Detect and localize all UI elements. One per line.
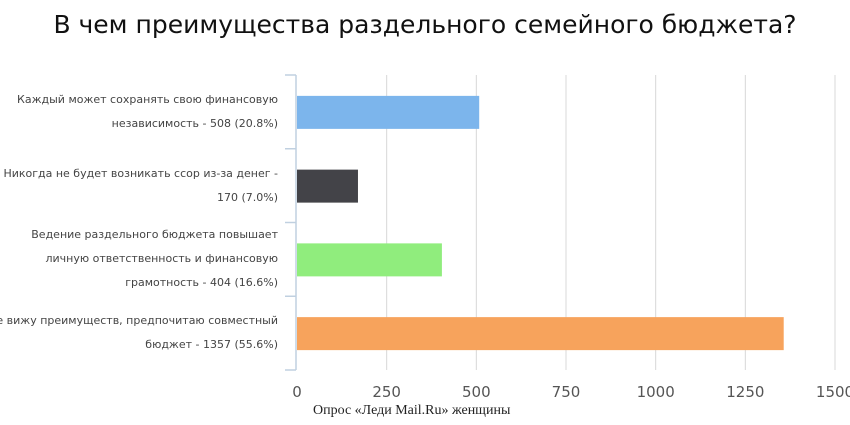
x-tick-label: 250 [372, 383, 401, 401]
category-label: Не вижу преимуществ, предпочитаю совмест… [0, 314, 278, 352]
bar [297, 169, 358, 203]
category-label: Ведение раздельного бюджета повышает лич… [31, 228, 278, 290]
category-label: Каждый может сохранять свою финансовую н… [17, 92, 278, 130]
x-tick-label: 750 [552, 383, 581, 401]
bar [297, 95, 480, 129]
x-tick-label: 0 [292, 383, 302, 401]
bar [297, 317, 784, 351]
bar [297, 243, 442, 277]
x-tick-label: 1250 [726, 383, 764, 401]
chart-title: В чем преимущества раздельного семейного… [53, 10, 797, 39]
category-label: Никогда не будет возникать ссор из-за де… [3, 166, 278, 204]
x-tick-label: 1000 [637, 383, 675, 401]
x-tick-label: 1500 [816, 383, 850, 401]
source-note: Опрос «Леди Mail.Ru» женщины [313, 403, 511, 418]
x-tick-label: 500 [462, 383, 491, 401]
